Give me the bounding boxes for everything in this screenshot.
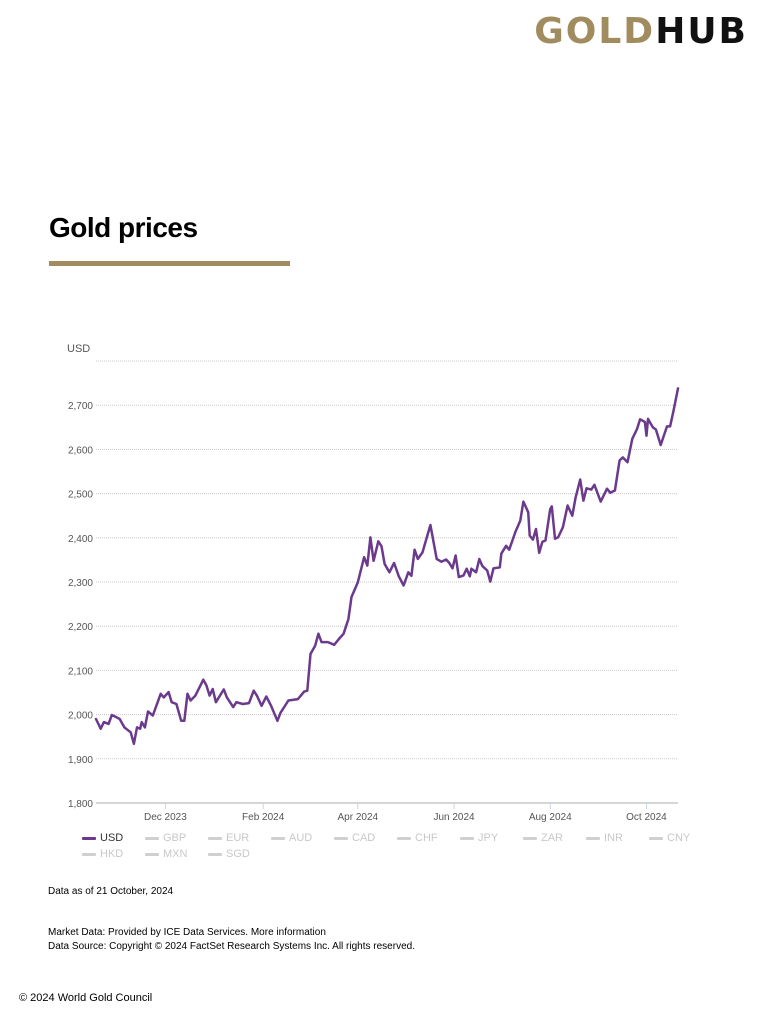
x-tick-label: Oct 2024 [626,812,667,823]
legend-label: CAD [352,832,376,844]
legend-label: AUD [289,832,313,844]
data-as-of: Data as of 21 October, 2024 [48,886,174,897]
title-underline [49,261,290,266]
series-line-usd [94,387,680,746]
gold-price-chart: USD 1,800 1,900 2,000 2,100 2,200 2,300 2,400 2,… [67,343,680,823]
y-tick-label: 1,800 [68,799,93,810]
legend-item-eur[interactable]: EUR [208,830,271,846]
legend-item-sgd[interactable]: SGD [208,846,271,862]
y-axis-label: USD [67,343,90,355]
legend-label: USD [100,832,124,844]
logo-gold: GOLD [534,11,656,52]
legend-swatch [271,836,285,840]
legend-swatch [208,836,222,840]
legend-item-mxn[interactable]: MXN [145,846,208,862]
legend-swatch [82,836,96,840]
y-tick-label: 1,900 [68,755,93,766]
x-tick-label: Aug 2024 [529,812,572,823]
legend-label: SGD [226,848,250,860]
legend-label: MXN [163,848,188,860]
logo-hub: HUB [655,11,748,52]
legend-label: GBP [163,832,187,844]
y-tick-label: 2,400 [68,534,93,545]
legend-label: INR [604,832,623,844]
legend-item-cny[interactable]: CNY [649,830,712,846]
legend-swatch [460,836,474,840]
y-tick-label: 2,500 [68,490,93,501]
legend-swatch [586,836,600,840]
x-tick-label: Jun 2024 [433,812,475,823]
legend-label: JPY [478,832,499,844]
legend-swatch [649,836,663,840]
legend-label: CHF [415,832,438,844]
y-tick-label: 2,000 [68,711,93,722]
data-source-note: Data Source: Copyright © 2024 FactSet Re… [48,941,415,952]
legend-item-inr[interactable]: INR [586,830,649,846]
legend-item-jpy[interactable]: JPY [460,830,523,846]
x-tick-label: Apr 2024 [338,812,379,823]
legend-label: EUR [226,832,250,844]
currency-legend: USD GBP EUR AUD CAD CHF JPY ZAR INR CNY HKD MXN SGD [82,830,722,862]
y-tick-label: 2,200 [68,622,93,633]
page-title: Gold prices [49,212,198,243]
legend-item-aud[interactable]: AUD [271,830,334,846]
y-tick-label: 2,100 [68,666,93,677]
legend-item-gbp[interactable]: GBP [145,830,208,846]
legend-item-cad[interactable]: CAD [334,830,397,846]
legend-swatch [82,852,96,856]
copyright: © 2024 World Gold Council [19,992,153,1004]
x-tick-label: Dec 2023 [144,812,187,823]
legend-swatch [523,836,537,840]
market-data-note[interactable]: Market Data: Provided by ICE Data Servic… [48,927,326,938]
legend-swatch [334,836,348,840]
legend-label: CNY [667,832,691,844]
legend-swatch [208,852,222,856]
y-tick-label: 2,300 [68,578,93,589]
legend-label: ZAR [541,832,563,844]
y-tick-label: 2,700 [68,401,93,412]
legend-swatch [397,836,411,840]
legend-item-chf[interactable]: CHF [397,830,460,846]
legend-swatch [145,852,159,856]
y-tick-label: 2,600 [68,445,93,456]
legend-swatch [145,836,159,840]
legend-item-usd[interactable]: USD [82,830,145,846]
x-tick-label: Feb 2024 [242,812,285,823]
legend-item-zar[interactable]: ZAR [523,830,586,846]
goldhub-logo[interactable]: GOLDHUB [534,10,748,54]
legend-item-hkd[interactable]: HKD [82,846,145,862]
legend-label: HKD [100,848,124,860]
